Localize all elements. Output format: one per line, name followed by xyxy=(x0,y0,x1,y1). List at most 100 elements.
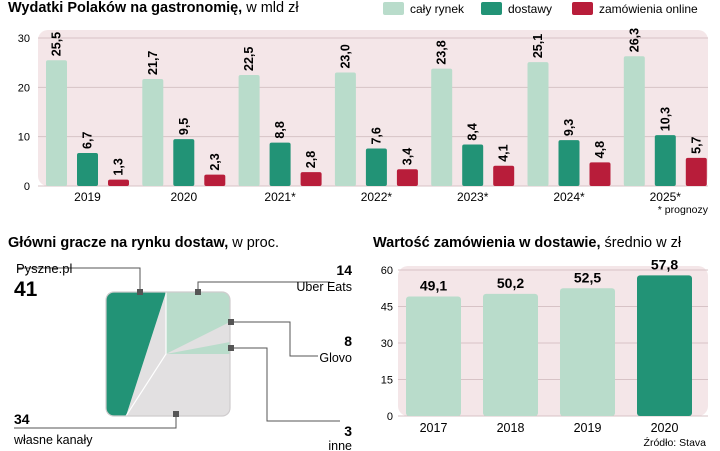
data-label: 52,5 xyxy=(574,269,601,285)
legend-label-online: zamówienia online xyxy=(599,2,698,16)
legend-swatch-delivery xyxy=(481,2,502,15)
y-tick-label: 0 xyxy=(24,181,30,193)
slice-value-inne: 3 xyxy=(344,423,352,439)
slice-inne xyxy=(166,342,230,354)
marker-wlasne xyxy=(173,411,179,417)
legend-swatch-online xyxy=(572,2,593,15)
data-label: 6,7 xyxy=(81,132,95,149)
players-chart-title: Główni gracze na rynku dostaw, w proc. xyxy=(8,235,279,251)
data-label: 4,8 xyxy=(593,141,607,158)
pie-outline xyxy=(105,291,231,417)
category-label: 2020 xyxy=(170,190,197,204)
y-tick-label: 30 xyxy=(18,33,30,45)
data-label: 26,3 xyxy=(627,28,641,52)
data-label: 9,5 xyxy=(177,118,191,135)
category-label: 2020 xyxy=(651,421,679,435)
data-label: 49,1 xyxy=(420,278,447,294)
bar-delivery xyxy=(269,142,291,186)
slice-value-glovo: 8 xyxy=(344,333,352,349)
bar-delivery xyxy=(365,148,387,186)
slice-pyszne xyxy=(106,292,166,416)
slice-name-pyszne: Pyszne.pl xyxy=(16,261,72,276)
y-tick-label: 10 xyxy=(18,132,30,144)
legend-label-total: cały rynek xyxy=(410,2,465,16)
data-label: 8,4 xyxy=(466,123,480,140)
leader-line-inne xyxy=(231,347,340,422)
y-tick-label: 45 xyxy=(381,302,393,314)
source-note: Źródło: Stava xyxy=(644,436,707,449)
bar-total xyxy=(527,62,549,186)
slice-glovo xyxy=(166,322,230,354)
bar-online xyxy=(685,157,707,186)
bar-total xyxy=(623,56,645,187)
bar-total xyxy=(334,72,356,186)
slice-name-inne: inne xyxy=(328,439,352,451)
leader-markers xyxy=(137,289,234,417)
category-label: 2024* xyxy=(553,190,585,204)
bar-total xyxy=(238,75,260,186)
data-label: 4,1 xyxy=(497,144,511,161)
y-tick-label: 0 xyxy=(387,411,393,423)
y-tick-label: 15 xyxy=(381,375,393,387)
data-label: 23,0 xyxy=(338,44,352,68)
spending-chart: Wydatki Polaków na gastronomię, w mld zł … xyxy=(8,0,709,216)
category-label: 2019 xyxy=(74,190,101,204)
data-label: 1,3 xyxy=(112,158,126,175)
data-label: 8,8 xyxy=(273,121,287,138)
leader-line-ubereats xyxy=(197,281,330,292)
bar-delivery xyxy=(558,140,580,186)
bar-online xyxy=(493,165,515,186)
bar-total xyxy=(46,60,67,187)
slice-value-wlasne: 34 xyxy=(14,411,30,427)
data-label: 5,7 xyxy=(689,136,703,153)
slice-name-wlasne: własne kanały xyxy=(13,433,93,447)
bar-online xyxy=(589,162,611,186)
data-label: 7,6 xyxy=(369,127,383,144)
marker-pyszne xyxy=(137,289,143,295)
bar-delivery xyxy=(77,152,98,186)
slice-divider xyxy=(125,292,167,417)
leader-line-wlasne xyxy=(14,414,177,429)
bar-online xyxy=(108,179,129,186)
slice-value-ubereats: 14 xyxy=(336,262,352,278)
slice-name-ubereats: Uber Eats xyxy=(296,280,352,294)
data-label: 9,3 xyxy=(562,119,576,136)
bar-online xyxy=(204,174,226,186)
category-label: 2022* xyxy=(361,190,393,204)
bar-order-value xyxy=(560,288,615,416)
slice-wlasne xyxy=(126,354,230,416)
data-label: 2,3 xyxy=(208,153,222,170)
category-label: 2017 xyxy=(420,421,448,435)
legend-label-delivery: dostawy xyxy=(508,2,552,16)
leader-lines xyxy=(14,267,340,429)
legend: cały rynek dostawy zamówienia online xyxy=(383,2,698,16)
slice-ubereats xyxy=(166,292,230,354)
bar-total xyxy=(431,68,453,186)
leader-line-pyszne xyxy=(18,267,141,292)
bar-order-value xyxy=(637,275,692,416)
order-value-chart: Wartość zamówienia w dostawie, średnio w … xyxy=(373,235,708,449)
slice-value-pyszne: 41 xyxy=(14,278,38,301)
data-label: 10,3 xyxy=(658,107,672,131)
bar-delivery xyxy=(173,139,195,186)
data-label: 25,5 xyxy=(50,32,64,56)
marker-glovo xyxy=(228,319,234,325)
data-label: 22,5 xyxy=(242,47,256,71)
leader-line-glovo xyxy=(231,321,318,357)
data-label: 25,1 xyxy=(531,34,545,58)
category-label: 2023* xyxy=(457,190,489,204)
footnote: * prognozy xyxy=(658,204,709,216)
category-label: 2025* xyxy=(650,190,682,204)
bar-total xyxy=(142,78,164,186)
marker-ubereats xyxy=(195,289,201,295)
category-label: 2021* xyxy=(264,190,296,204)
plot-area-orders xyxy=(398,266,708,416)
data-label: 57,8 xyxy=(651,256,678,272)
marker-inne xyxy=(228,345,234,351)
data-label: 21,7 xyxy=(146,51,160,75)
y-tick-label: 30 xyxy=(381,338,393,350)
spending-chart-title: Wydatki Polaków na gastronomię, w mld zł xyxy=(8,0,299,16)
y-tick-label: 60 xyxy=(381,265,393,277)
category-label: 2019 xyxy=(574,421,602,435)
